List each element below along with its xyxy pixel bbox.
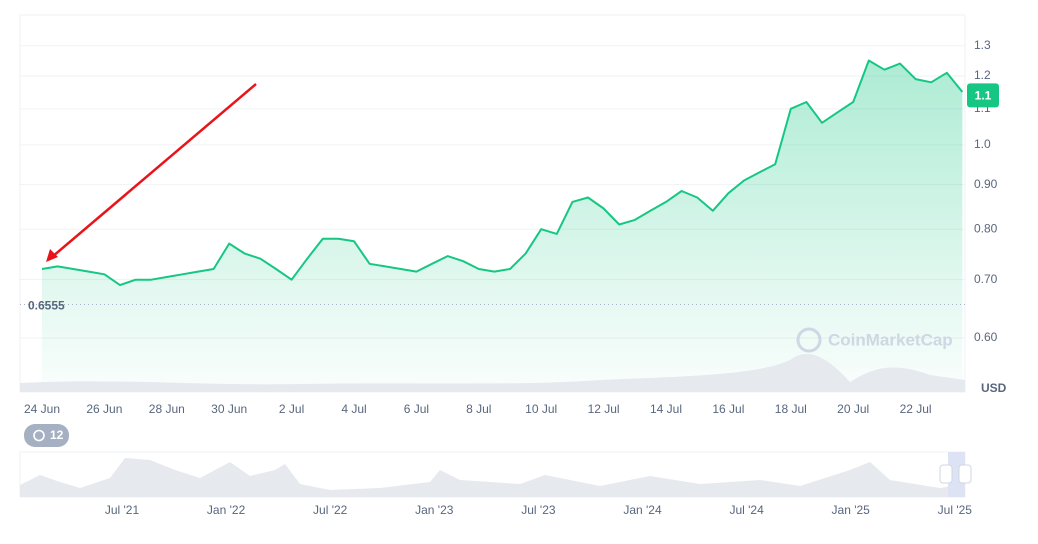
x-tick-label: 4 Jul [341, 402, 366, 416]
y-tick-label: 1.0 [974, 137, 991, 151]
navigator-label: Jan '23 [415, 503, 454, 517]
x-tick-label: 26 Jun [86, 402, 122, 416]
x-tick-label: 10 Jul [525, 402, 557, 416]
price-area [42, 60, 963, 392]
range-badge-bg[interactable] [24, 424, 69, 447]
y-tick-label: 0.70 [974, 272, 998, 286]
navigator-label: Jul '23 [521, 503, 556, 517]
baseline-label: 0.6555 [28, 299, 65, 313]
watermark: CoinMarketCap [828, 330, 953, 349]
navigator-label: Jul '22 [313, 503, 348, 517]
y-tick-label: 1.2 [974, 68, 991, 82]
y-tick-label: 0.60 [974, 330, 998, 344]
navigator-label: Jan '25 [832, 503, 871, 517]
y-tick-label: 1.3 [974, 38, 991, 52]
range-badge[interactable]: 12 [50, 428, 64, 442]
x-tick-label: 2 Jul [279, 402, 304, 416]
navigator-label: Jul '24 [729, 503, 764, 517]
x-tick-label: 12 Jul [588, 402, 620, 416]
x-tick-label: 18 Jul [775, 402, 807, 416]
navigator-label: Jan '22 [207, 503, 246, 517]
navigator-label: Jan '24 [623, 503, 662, 517]
y-tick-label: 0.80 [974, 221, 998, 235]
history-icon [33, 429, 45, 442]
x-tick-label: 14 Jul [650, 402, 682, 416]
x-tick-label: 28 Jun [149, 402, 185, 416]
x-tick-label: 24 Jun [24, 402, 60, 416]
price-line [41, 59, 964, 287]
current-price-badge [967, 83, 999, 108]
y-tick-label: 0.90 [974, 177, 998, 191]
navigator-handle[interactable] [939, 464, 953, 484]
x-tick-label: 16 Jul [712, 402, 744, 416]
navigator-label: Jul '25 [938, 503, 973, 517]
y-axis-label: USD [981, 381, 1007, 395]
annotation-arrow [51, 83, 257, 258]
navigator-handle[interactable] [958, 464, 972, 484]
navigator-area [20, 458, 965, 497]
current-price-label: 1.1 [975, 89, 992, 103]
x-tick-label: 30 Jun [211, 402, 247, 416]
x-tick-label: 20 Jul [837, 402, 869, 416]
x-tick-label: 22 Jul [900, 402, 932, 416]
volume-strip [20, 353, 965, 392]
annotation-arrowhead [46, 249, 58, 262]
navigator-selection[interactable] [948, 452, 965, 497]
x-tick-label: 8 Jul [466, 402, 491, 416]
navigator-label: Jul '21 [105, 503, 140, 517]
watermark-logo [796, 327, 822, 353]
x-tick-label: 6 Jul [404, 402, 429, 416]
